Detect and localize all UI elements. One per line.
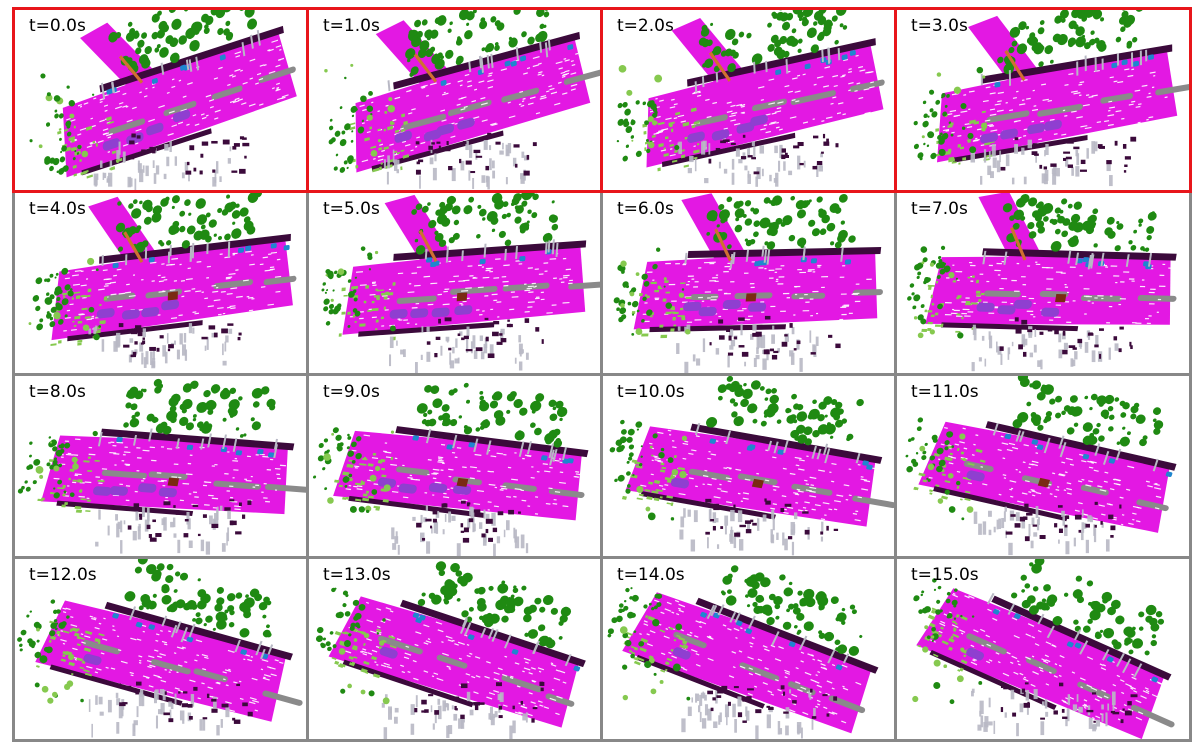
semantic-point-cloud xyxy=(613,193,883,373)
frame-panel: t=4.0s xyxy=(12,190,309,376)
timestamp-label: t=14.0s xyxy=(617,565,685,585)
timestamp-label: t=9.0s xyxy=(323,382,380,402)
frame-panel: t=14.0s xyxy=(600,556,897,742)
frame-panel: t=9.0s xyxy=(306,373,603,559)
semantic-point-cloud xyxy=(17,378,306,555)
frame-grid: t=0.0s t=1.0s t=2.0s t=3.0s t=4.0s t=5.0s t=6.… xyxy=(12,7,1192,742)
timestamp-label: t=10.0s xyxy=(617,382,685,402)
semantic-point-cloud xyxy=(321,193,600,373)
timestamp-label: t=6.0s xyxy=(617,199,674,219)
timestamp-label: t=1.0s xyxy=(323,16,380,36)
semantic-point-cloud xyxy=(315,561,586,739)
semantic-point-cloud xyxy=(29,10,297,190)
frame-panel: t=15.0s xyxy=(894,556,1192,742)
frame-panel: t=13.0s xyxy=(306,556,603,742)
timestamp-label: t=15.0s xyxy=(911,565,979,585)
frame-panel: t=8.0s xyxy=(12,373,309,559)
frame-panel: t=10.0s xyxy=(600,373,897,559)
timestamp-label: t=3.0s xyxy=(911,16,968,36)
semantic-point-cloud xyxy=(907,193,1177,372)
semantic-point-cloud xyxy=(324,10,600,190)
semantic-point-cloud xyxy=(913,10,1189,187)
timestamp-label: t=12.0s xyxy=(29,565,97,585)
frame-panel: t=3.0s xyxy=(894,7,1192,193)
semantic-point-cloud xyxy=(609,376,894,556)
timestamp-label: t=7.0s xyxy=(911,199,968,219)
frame-panel: t=5.0s xyxy=(306,190,603,376)
timestamp-label: t=13.0s xyxy=(323,565,391,585)
frame-panel: t=2.0s xyxy=(600,7,897,193)
semantic-point-cloud xyxy=(607,565,879,739)
frame-panel: t=1.0s xyxy=(306,7,603,193)
frame-panel: t=12.0s xyxy=(12,556,309,742)
semantic-point-cloud xyxy=(28,193,297,369)
semantic-point-cloud xyxy=(905,376,1177,556)
frame-panel: t=11.0s xyxy=(894,373,1192,559)
timestamp-label: t=5.0s xyxy=(323,199,380,219)
frame-panel: t=0.0s xyxy=(12,7,309,193)
frame-panel: t=6.0s xyxy=(600,190,897,376)
timestamp-label: t=8.0s xyxy=(29,382,86,402)
timestamp-label: t=0.0s xyxy=(29,16,86,36)
frame-panel: t=7.0s xyxy=(894,190,1192,376)
semantic-point-cloud xyxy=(17,559,303,738)
semantic-point-cloud xyxy=(912,559,1175,739)
timestamp-label: t=11.0s xyxy=(911,382,979,402)
semantic-point-cloud xyxy=(312,382,589,556)
timestamp-label: t=2.0s xyxy=(617,16,674,36)
timestamp-label: t=4.0s xyxy=(29,199,86,219)
semantic-point-cloud xyxy=(616,10,885,187)
